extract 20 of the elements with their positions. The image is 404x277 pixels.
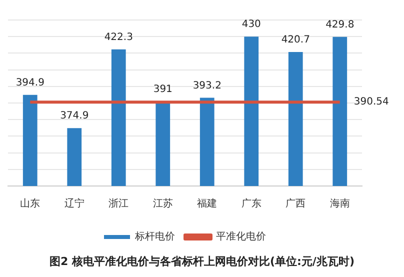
- data-label: 430: [242, 19, 261, 30]
- x-tick-label: 福建: [197, 198, 218, 210]
- data-label: 390.54: [354, 96, 389, 108]
- x-tick-label: 浙江: [108, 198, 129, 210]
- data-label: 420.7: [281, 34, 310, 46]
- data-label: 391: [153, 84, 172, 95]
- data-label: 394.9: [16, 77, 44, 88]
- data-label: 374.9: [60, 110, 89, 122]
- x-tick-label: 山东: [20, 198, 40, 210]
- data-label: 429.8: [326, 20, 354, 31]
- x-tick-label: 江苏: [152, 198, 173, 210]
- data-label: 393.2: [192, 80, 222, 92]
- legend-label: 平准化电价: [216, 230, 266, 243]
- data-label: 422.3: [104, 32, 133, 43]
- legend-label: 标杆电价: [134, 230, 175, 243]
- x-tick-label: 海南: [330, 198, 350, 210]
- text: 图2 核电平准化电价与各省标杆上网电价对比(单位:元/兆瓦时): [48, 254, 356, 269]
- x-tick-label: 广西: [286, 198, 306, 210]
- x-tick-label: 辽宁: [64, 198, 84, 210]
- x-tick-label: 广东: [241, 198, 262, 210]
